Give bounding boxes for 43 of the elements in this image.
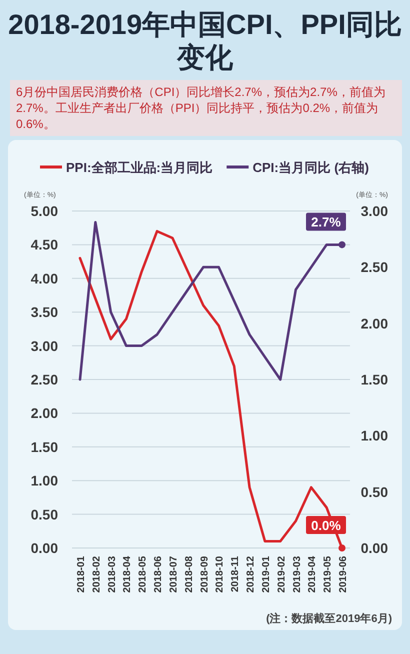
x-tick-label: 2019-06: [338, 556, 349, 593]
x-tick-label: 2018-12: [246, 556, 257, 593]
x-tick-label: 2018-04: [122, 556, 134, 593]
y-tick-label: 5.00: [30, 203, 58, 219]
y-tick-label: 4.00: [30, 270, 58, 286]
x-tick-label: 2018-10: [214, 556, 226, 593]
y2-tick-label: 2.50: [360, 259, 388, 276]
text: (注：数据截至2019年6月): [266, 612, 392, 625]
x-tick-label: 2018-09: [199, 556, 210, 593]
x-tick-label: 2019-01: [260, 556, 272, 593]
data-label: 2.7%: [311, 214, 342, 230]
y2-tick-label: 2.00: [360, 315, 388, 332]
y-tick-label: 1.50: [30, 438, 58, 455]
y2-tick-label: 0.50: [360, 484, 388, 500]
x-tick-label: 2019-03: [292, 556, 303, 593]
legend-label: CPI:当月同比 (右轴): [252, 160, 369, 175]
x-tick-label: 2018-06: [153, 556, 164, 593]
legend-label: PPI:全部工业品:当月同比: [66, 160, 213, 175]
x-tick-label: 2018-01: [76, 556, 87, 593]
y2-tick-label: 1.50: [360, 372, 388, 388]
y-tick-label: 3.50: [30, 304, 58, 320]
chart-subtitle: 6月份中国居民消费价格（CPI）同比增长2.7%，预估为2.7%，前值为2.7%。工业生产者出厂价格（PPI）同比持平，预估为0.2%，前值为0.6%。: [10, 80, 402, 136]
chart-title: 2018-2019年中国CPI、PPI同比变化: [7, 8, 403, 74]
x-tick-label: 2018-07: [168, 556, 180, 593]
y2-tick-label: 1.00: [360, 428, 388, 444]
x-tick-label: 2018-11: [230, 556, 242, 592]
y-tick-label: 3.00: [30, 338, 58, 354]
y-tick-label: 0.00: [30, 540, 58, 556]
y-tick-label: 1.00: [30, 472, 58, 489]
x-tick-label: 2018-08: [184, 556, 195, 593]
x-tick-label: 2019-02: [276, 556, 288, 593]
y2-tick-label: 3.00: [360, 203, 388, 219]
x-tick-label: 2019-05: [322, 556, 334, 593]
y-tick-label: 2.50: [30, 372, 58, 388]
x-tick-label: 2018-03: [106, 556, 118, 593]
y-tick-label: 2.00: [30, 405, 58, 422]
data-label: 0.0%: [311, 518, 342, 533]
y-tick-label: 4.50: [30, 236, 58, 253]
x-tick-label: 2018-02: [91, 556, 102, 593]
y-tick-label: 0.50: [30, 506, 58, 522]
y2-tick-label: 0.00: [360, 540, 388, 556]
x-tick-label: 2019-04: [307, 556, 318, 593]
x-tick-label: 2018-05: [138, 556, 149, 593]
